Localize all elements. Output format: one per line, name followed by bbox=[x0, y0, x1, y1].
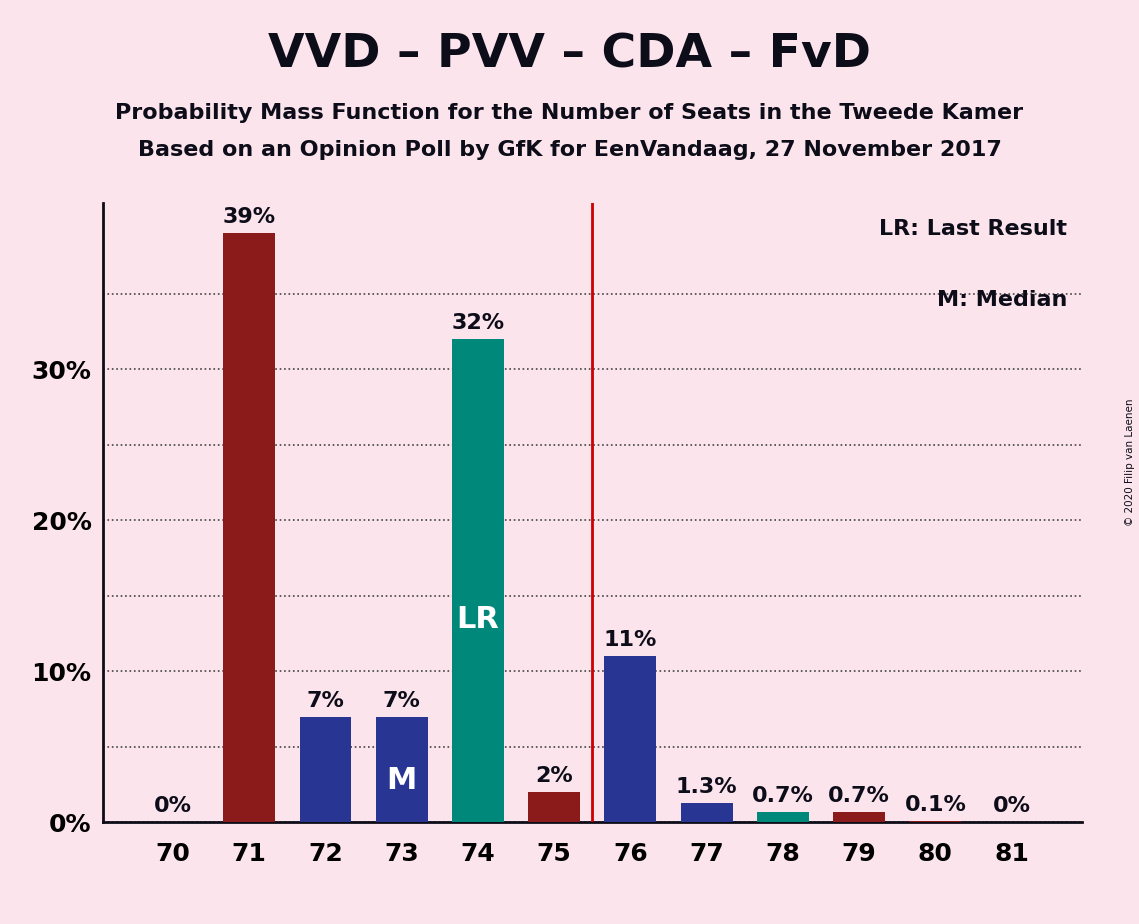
Text: LR: Last Result: LR: Last Result bbox=[879, 219, 1067, 238]
Text: Probability Mass Function for the Number of Seats in the Tweede Kamer: Probability Mass Function for the Number… bbox=[115, 103, 1024, 124]
Text: 7%: 7% bbox=[306, 690, 344, 711]
Text: LR: LR bbox=[457, 605, 499, 634]
Text: Based on an Opinion Poll by GfK for EenVandaag, 27 November 2017: Based on an Opinion Poll by GfK for EenV… bbox=[138, 140, 1001, 161]
Text: 0.1%: 0.1% bbox=[904, 795, 966, 815]
Text: 11%: 11% bbox=[604, 630, 657, 650]
Text: 0.7%: 0.7% bbox=[752, 785, 814, 806]
Text: 0%: 0% bbox=[154, 796, 192, 816]
Bar bbox=[528, 792, 580, 822]
Text: M: M bbox=[386, 766, 417, 795]
Text: VVD – PVV – CDA – FvD: VVD – PVV – CDA – FvD bbox=[268, 32, 871, 78]
Text: 1.3%: 1.3% bbox=[675, 777, 737, 796]
Bar bbox=[452, 339, 503, 822]
Text: M: Median: M: Median bbox=[937, 290, 1067, 310]
Text: © 2020 Filip van Laenen: © 2020 Filip van Laenen bbox=[1125, 398, 1134, 526]
Bar bbox=[605, 656, 656, 822]
Bar bbox=[909, 821, 961, 822]
Text: 7%: 7% bbox=[383, 690, 420, 711]
Bar bbox=[300, 717, 351, 822]
Bar bbox=[376, 717, 427, 822]
Bar bbox=[757, 812, 809, 822]
Bar bbox=[681, 803, 732, 822]
Text: 0.7%: 0.7% bbox=[828, 785, 890, 806]
Text: 2%: 2% bbox=[535, 766, 573, 786]
Text: 32%: 32% bbox=[451, 313, 505, 334]
Text: 39%: 39% bbox=[222, 208, 276, 227]
Bar bbox=[223, 234, 276, 822]
Text: 0%: 0% bbox=[992, 796, 1031, 816]
Bar bbox=[834, 812, 885, 822]
